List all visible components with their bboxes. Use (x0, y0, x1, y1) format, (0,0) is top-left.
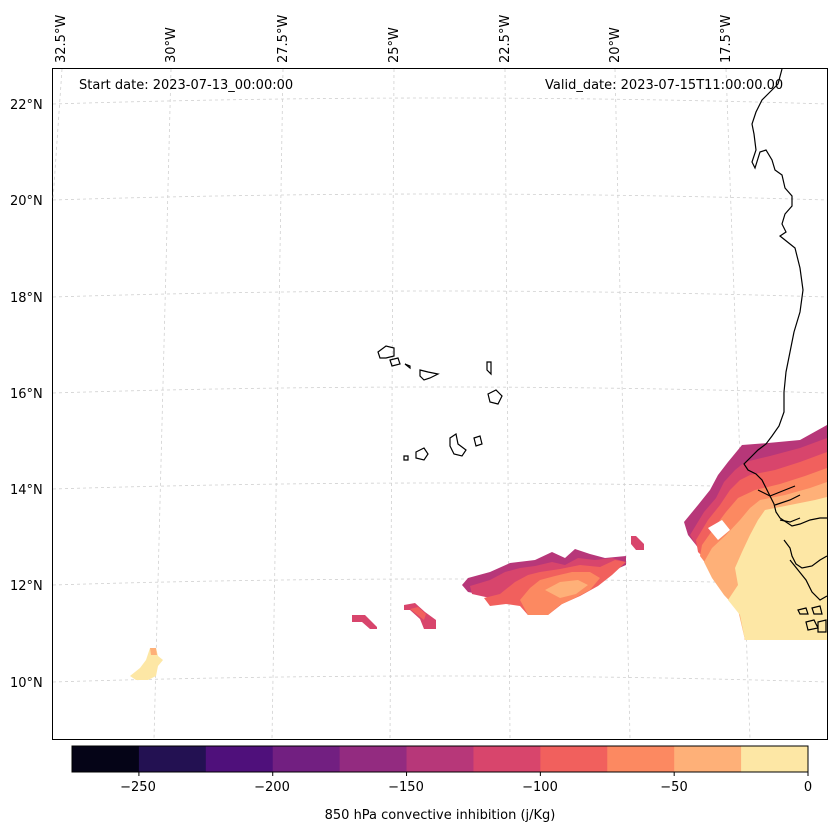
meridian-30w (153, 68, 172, 740)
meridian-22-5w (504, 68, 511, 740)
parallel-22n (52, 97, 828, 105)
colorbar-swatch-9 (674, 746, 742, 772)
island-fogo (415, 447, 429, 461)
meridian-25w (389, 68, 395, 740)
lat-label-22n: 22°N (10, 98, 43, 113)
lat-label-20n: 20°N (10, 194, 43, 209)
colorbar-tick-0: 0 (803, 780, 813, 795)
meridian-32-5w (52, 68, 63, 201)
cin-patch-20w (631, 536, 644, 550)
guinea-bissau-coast (783, 539, 828, 601)
west-africa-coast (743, 68, 827, 527)
cin-east-gap (708, 520, 730, 540)
colorbar (71, 745, 809, 776)
gambia-river (757, 485, 801, 523)
parallel-14n (52, 482, 828, 490)
coastlines (377, 68, 828, 633)
parallel-10n (52, 675, 828, 683)
lat-label-14n: 14°N (10, 483, 43, 498)
colorbar-swatch-0 (72, 746, 140, 772)
valid-date-label: Valid_date: 2023-07-15T11:00:00.00 (545, 78, 784, 93)
cin-patch-south-a (352, 615, 377, 629)
island-sao-nicolau (419, 369, 440, 381)
cin-central-level-50 (545, 580, 588, 598)
meridian-27-5w (271, 68, 284, 740)
parallel-12n (52, 578, 828, 586)
colorbar-swatch-8 (607, 746, 675, 772)
lat-label-16n: 16°N (10, 387, 43, 402)
colorbar-swatch-5 (406, 746, 474, 772)
parallel-18n (52, 290, 828, 298)
colorbar-swatch-2 (205, 746, 274, 772)
island-santo-antao (377, 345, 395, 359)
cin-patch-south-b-inner (410, 607, 426, 620)
colorbar-tick-minus250: −250 (120, 780, 156, 795)
colorbar-swatch-1 (138, 746, 207, 772)
cin-patch-southwest-edge (150, 648, 157, 655)
start-date-label: Start date: 2023-07-13_00:00:00 (79, 78, 294, 93)
cin-patch-southwest (130, 648, 163, 680)
colorbar-tick-minus150: −150 (388, 780, 424, 795)
island-sal (486, 361, 492, 376)
parallel-16n (52, 386, 828, 394)
island-brava (403, 455, 409, 461)
lat-label-18n: 18°N (10, 291, 43, 306)
map-frame (52, 68, 828, 740)
colorbar-title: 850 hPa convective inhibition (j/Kg) (324, 808, 556, 823)
colorbar-swatch-7 (540, 746, 608, 772)
colorbar-swatch-3 (272, 746, 341, 772)
island-maio (473, 435, 483, 447)
colorbar-swatch-10 (741, 746, 809, 772)
colorbar-tick-minus200: −200 (254, 780, 290, 795)
colorbar-frame (71, 745, 809, 773)
cin-east-level-25 (728, 497, 827, 640)
island-boa-vista (487, 389, 503, 405)
bijagos-islands (797, 605, 827, 633)
colorbar-swatch-4 (339, 746, 408, 772)
island-santiago (449, 433, 467, 457)
colorbar-tick-minus50: −50 (660, 780, 688, 795)
meridian-20w (614, 68, 631, 740)
island-santa-luzia (404, 363, 411, 370)
parallel-20n (52, 193, 828, 201)
colorbar-tick-minus100: −100 (522, 780, 558, 795)
lat-label-12n: 12°N (10, 579, 43, 594)
cin-contours (130, 425, 827, 680)
island-sao-vicente (389, 357, 401, 367)
colorbar-swatch-6 (473, 746, 541, 772)
lat-label-10n: 10°N (10, 676, 43, 691)
